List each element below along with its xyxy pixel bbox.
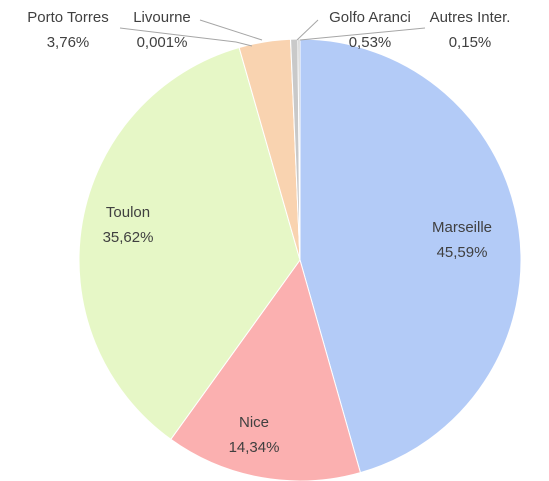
slice-value-label: 35,62%: [103, 229, 154, 246]
pie: [78, 38, 522, 481]
leader-line: [299, 27, 426, 41]
slice-value-label: 0,53%: [349, 34, 392, 51]
slice-value-label: 0,15%: [449, 34, 492, 51]
slice-label: Golfo Aranci: [329, 9, 411, 26]
pie-slice: [170, 258, 362, 481]
slice-label: Porto Torres: [27, 9, 108, 26]
slice-label: Livourne: [133, 9, 191, 26]
pie-slice: [299, 38, 522, 474]
labels: Marseille 45,59% Nice 14,34% Toulon 35,62% Por…: [27, 9, 510, 456]
slice-value-label: 3,76%: [47, 34, 90, 51]
slice-label: Toulon: [106, 204, 150, 221]
leader-line: [199, 19, 263, 41]
slice-value-label: 0,001%: [137, 34, 188, 51]
leader-line: [296, 19, 319, 41]
pie-slice: [78, 46, 301, 441]
slice-label: Nice: [239, 414, 269, 431]
slice-value-label: 45,59%: [437, 244, 488, 261]
slice-label: Marseille: [432, 219, 492, 236]
slice-label: Autres Inter.: [430, 9, 511, 26]
leader-line: [119, 27, 253, 47]
slice-value-label: 14,34%: [229, 439, 280, 456]
